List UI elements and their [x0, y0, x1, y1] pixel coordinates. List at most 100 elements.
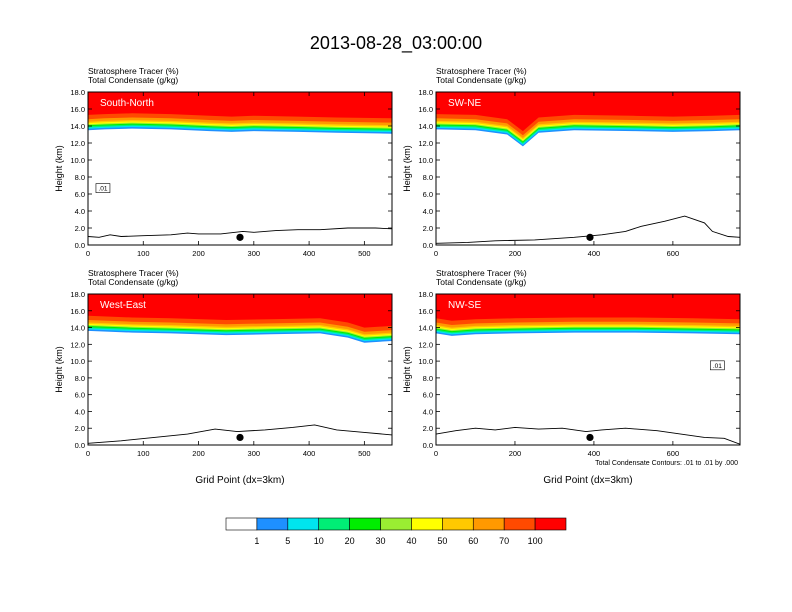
x-tick-label: 200 [192, 249, 205, 258]
panel-subtitle-tracer: Stratosphere Tracer (%) [88, 268, 179, 278]
plot-area: .01 [436, 294, 740, 445]
y-tick-label: 12.0 [418, 139, 433, 148]
y-tick-label: 10.0 [70, 156, 85, 165]
terrain-line [88, 227, 392, 238]
contour-label-box [710, 360, 725, 371]
panel-subtitle-tracer: Stratosphere Tracer (%) [436, 66, 527, 76]
panel-label: South-North [100, 98, 154, 109]
y-tick-label: 4.0 [75, 207, 85, 216]
y-tick-label: 14.0 [70, 324, 85, 333]
tracer-band-max [88, 92, 392, 119]
tracer-band-max [436, 92, 740, 132]
x-tick-label: 500 [358, 249, 371, 258]
y-tick-label: 8.0 [423, 173, 433, 182]
y-tick-label: 8.0 [423, 374, 433, 383]
colorbar-swatch [442, 517, 474, 531]
contour-label-box [95, 183, 111, 193]
x-axis-title: Grid Point (dx=3km) [543, 475, 632, 486]
colorbar: 1 5 10 20 30 40 50 60 70 100 [225, 517, 567, 546]
colorbar-label: 10 [314, 536, 324, 546]
y-tick-label: 18.0 [418, 290, 433, 299]
y-tick-label: 12.0 [70, 340, 85, 349]
y-tick-label: 12.0 [418, 340, 433, 349]
location-marker [586, 233, 594, 241]
colorbar-swatch [256, 517, 289, 531]
x-tick-label: 400 [588, 449, 601, 458]
panel-label: NW-SE [448, 300, 481, 311]
y-tick-label: 10.0 [418, 357, 433, 366]
y-tick-label: 18.0 [418, 88, 433, 97]
y-tick-label: 6.0 [75, 190, 85, 199]
x-tick-label: 100 [137, 449, 150, 458]
x-tick-label: 600 [667, 249, 680, 258]
colorbar-swatch [225, 517, 258, 531]
panel-subtitle-condensate: Total Condensate (g/kg) [88, 277, 178, 287]
plot-area [88, 294, 392, 445]
plot-frame [435, 91, 741, 246]
y-tick-label: 6.0 [75, 391, 85, 400]
x-tick-label: 400 [588, 249, 601, 258]
panel-label: West-East [100, 300, 146, 311]
terrain-line [88, 424, 392, 444]
plot-area: .01 [88, 92, 392, 245]
colorbar-swatch [380, 517, 412, 531]
colorbar-label: 5 [285, 536, 290, 546]
y-tick-label: 10.0 [418, 156, 433, 165]
panel-subtitle-condensate: Total Condensate (g/kg) [436, 75, 526, 85]
x-tick-label: 100 [137, 249, 150, 258]
panel-subtitle-tracer: Stratosphere Tracer (%) [88, 66, 179, 76]
y-tick-label: 2.0 [75, 224, 85, 233]
y-tick-label: 16.0 [70, 105, 85, 114]
y-tick-label: 2.0 [423, 424, 433, 433]
colorbar-swatch [287, 517, 320, 531]
colorbar-label: 60 [468, 536, 478, 546]
terrain-line [436, 215, 740, 244]
x-tick-label: 300 [248, 449, 261, 458]
panel-subtitle-tracer: Stratosphere Tracer (%) [436, 268, 527, 278]
colorbar-swatch [411, 517, 443, 531]
y-tick-label: 4.0 [423, 407, 433, 416]
contour-label: .01 [713, 363, 722, 370]
y-tick-label: 0.0 [75, 241, 85, 250]
plot-frame [435, 293, 741, 446]
colorbar-swatch [472, 517, 505, 531]
y-tick-label: 6.0 [423, 190, 433, 199]
y-tick-label: 14.0 [70, 122, 85, 131]
colorbar-label: 50 [437, 536, 447, 546]
x-tick-label: 300 [248, 249, 261, 258]
panels: Stratosphere Tracer (%)Total Condensate … [54, 66, 741, 486]
y-tick-label: 2.0 [75, 424, 85, 433]
panel-subtitle-condensate: Total Condensate (g/kg) [436, 277, 526, 287]
y-tick-label: 2.0 [423, 224, 433, 233]
y-tick-label: 8.0 [75, 173, 85, 182]
y-tick-label: 4.0 [423, 207, 433, 216]
y-tick-label: 16.0 [418, 307, 433, 316]
y-tick-label: 18.0 [70, 88, 85, 97]
plot-area [436, 92, 740, 245]
figure-title: 2013-08-28_03:00:00 [310, 33, 482, 54]
x-tick-label: 200 [192, 449, 205, 458]
y-tick-label: 16.0 [70, 307, 85, 316]
terrain-line [436, 426, 740, 445]
y-axis-title: Height (km) [402, 346, 412, 393]
x-tick-label: 0 [434, 249, 438, 258]
plot-frame [87, 293, 393, 446]
x-tick-label: 400 [303, 449, 316, 458]
colorbar-label: 20 [345, 536, 355, 546]
y-axis-title: Height (km) [54, 346, 64, 393]
y-tick-label: 0.0 [423, 441, 433, 450]
colorbar-swatch [318, 517, 350, 531]
colorbar-label: 100 [528, 536, 543, 546]
x-axis-title: Grid Point (dx=3km) [195, 475, 284, 486]
x-tick-label: 0 [86, 249, 90, 258]
panel-west-east: Stratosphere Tracer (%)Total Condensate … [54, 268, 393, 486]
tracer-band-max [88, 294, 392, 328]
y-tick-label: 14.0 [418, 122, 433, 131]
x-tick-label: 500 [358, 449, 371, 458]
colorbar-swatch [349, 517, 381, 531]
x-tick-label: 200 [509, 249, 522, 258]
y-tick-label: 0.0 [75, 441, 85, 450]
y-tick-label: 4.0 [75, 407, 85, 416]
y-tick-label: 0.0 [423, 241, 433, 250]
